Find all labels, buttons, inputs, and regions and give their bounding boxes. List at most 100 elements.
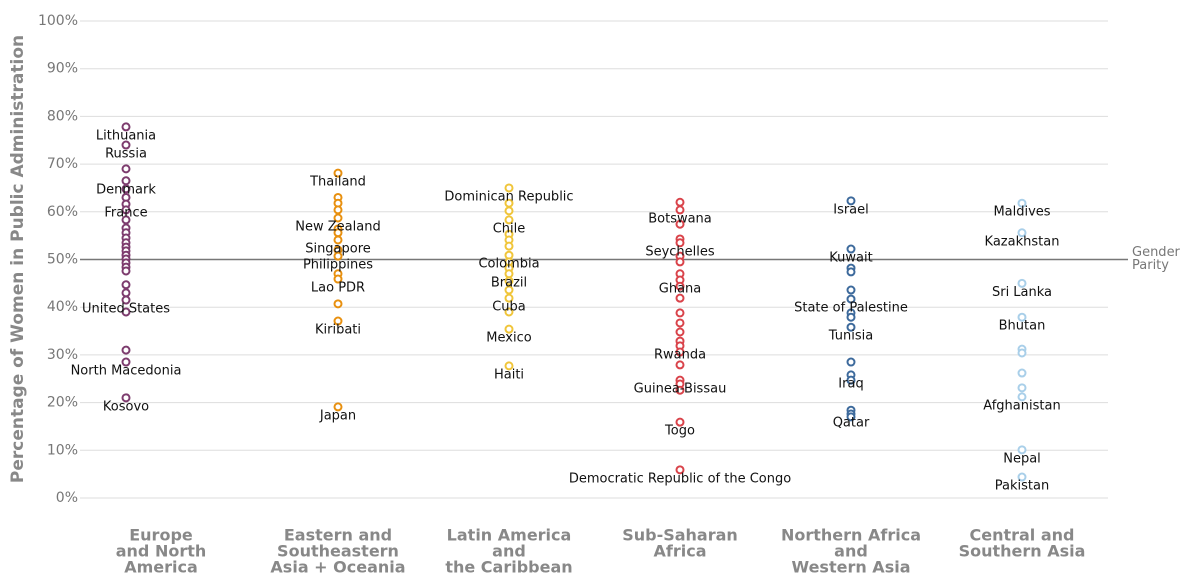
point-label: United States — [82, 302, 170, 317]
data-point — [1017, 368, 1027, 378]
point-label: Denmark — [96, 182, 156, 197]
y-tick-label: 10% — [47, 442, 78, 458]
point-label: Togo — [664, 424, 695, 439]
data-point — [504, 293, 514, 303]
data-point — [504, 324, 514, 334]
data-point — [1017, 198, 1027, 208]
point-label: Israel — [833, 202, 869, 217]
data-point — [675, 293, 685, 303]
data-point — [1017, 472, 1027, 482]
x-tick-label: Africa — [654, 542, 707, 561]
x-tick-label: Northern Africa — [781, 526, 921, 545]
data-point — [846, 294, 856, 304]
data-point — [846, 357, 856, 367]
data-point — [333, 402, 343, 412]
data-point — [846, 412, 856, 422]
point-label: Colombia — [478, 257, 539, 272]
data-point — [333, 235, 343, 245]
y-tick-label: 70% — [47, 156, 78, 172]
point-label: Philippines — [303, 258, 373, 273]
point-label: Japan — [319, 408, 356, 423]
y-tick-label: 50% — [47, 252, 78, 268]
data-point — [121, 288, 131, 298]
point-label: Sri Lanka — [992, 285, 1052, 300]
point-label: Ghana — [659, 282, 702, 297]
data-point — [504, 241, 514, 251]
point-label: Iraq — [838, 376, 863, 391]
data-point — [1017, 348, 1027, 358]
x-tick-label: and — [492, 542, 526, 561]
y-tick-label: 100% — [38, 13, 78, 29]
point-label: Singapore — [305, 241, 371, 256]
point-label: Botswana — [648, 211, 712, 226]
data-point — [675, 197, 685, 207]
data-point — [121, 280, 131, 290]
data-point — [675, 318, 685, 328]
point-label: Haiti — [494, 367, 524, 382]
point-label: Afghanistan — [983, 398, 1060, 413]
x-tick-label: Sub-Saharan — [622, 526, 738, 545]
x-tick-label: Latin America — [447, 526, 572, 545]
y-tick-label: 20% — [47, 395, 78, 411]
data-point — [846, 285, 856, 295]
point-label: Mexico — [486, 331, 531, 346]
data-point — [846, 196, 856, 206]
data-point — [675, 417, 685, 427]
reference-label: Gender — [1132, 245, 1181, 260]
y-tick-label: 0% — [56, 490, 78, 506]
data-point — [121, 357, 131, 367]
point-label: Pakistan — [995, 479, 1049, 494]
point-label: North Macedonia — [71, 364, 182, 379]
data-point — [504, 307, 514, 317]
x-tick-label: Southeastern — [277, 542, 399, 561]
data-point — [121, 215, 131, 225]
point-label: Qatar — [833, 416, 870, 431]
point-label: Kiribati — [315, 323, 361, 338]
x-tick-label: Southern Asia — [959, 542, 1086, 561]
point-label: Lao PDR — [311, 281, 365, 296]
point-label: Brazil — [491, 275, 527, 290]
y-tick-label: 30% — [47, 347, 78, 363]
data-point — [121, 122, 131, 132]
data-point — [675, 360, 685, 370]
y-tick-label: 40% — [47, 299, 78, 315]
data-point — [1017, 392, 1027, 402]
x-tick-label: Eastern and — [284, 526, 392, 545]
data-point — [675, 327, 685, 337]
point-label: Democratic Republic of the Congo — [569, 471, 791, 486]
point-label: Guinea-Bissau — [634, 382, 727, 397]
point-label: Kazakhstan — [985, 234, 1060, 249]
data-point — [846, 244, 856, 254]
point-label: Cuba — [492, 300, 526, 315]
data-point — [675, 238, 685, 248]
data-point — [121, 295, 131, 305]
data-point — [1017, 312, 1027, 322]
data-point — [121, 184, 131, 194]
data-point — [333, 213, 343, 223]
data-point — [846, 267, 856, 277]
x-tick-label: and North — [116, 542, 207, 561]
data-point — [121, 140, 131, 150]
point-label: Tunisia — [828, 329, 873, 344]
data-point — [504, 183, 514, 193]
x-tick-label: Central and — [969, 526, 1074, 545]
data-point — [675, 281, 685, 291]
x-tick-label: America — [124, 558, 198, 577]
data-point — [121, 307, 131, 317]
point-label: Kosovo — [103, 399, 149, 414]
x-tick-label: Western Asia — [792, 558, 911, 577]
data-point — [675, 385, 685, 395]
data-point — [675, 308, 685, 318]
data-point — [675, 205, 685, 215]
data-point — [1017, 383, 1027, 393]
point-label: Russia — [105, 147, 147, 162]
data-point — [675, 219, 685, 229]
data-point — [504, 285, 514, 295]
data-point — [675, 347, 685, 357]
point-label: State of Palestine — [794, 301, 908, 316]
data-point — [846, 322, 856, 332]
data-point — [121, 266, 131, 276]
point-label: Rwanda — [654, 347, 706, 362]
data-point — [504, 361, 514, 371]
